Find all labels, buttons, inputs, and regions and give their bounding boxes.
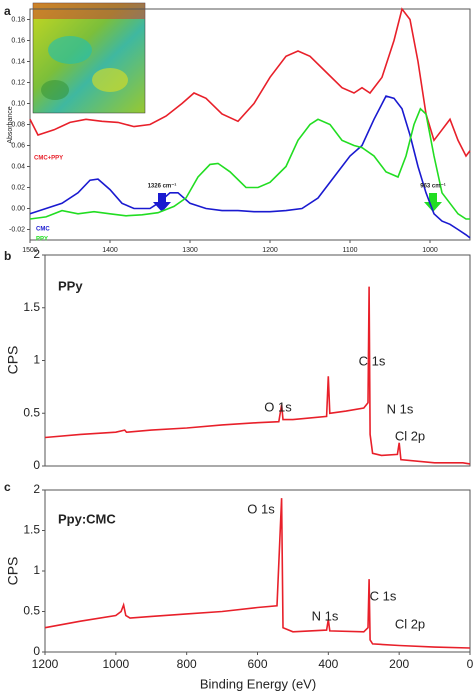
x-tick-label: 600 [247,657,267,671]
annotation: C 1s [359,353,386,368]
x-tick-label: 1300 [182,247,198,254]
y-tick-label: 1.5 [23,300,40,314]
annotation: Cl 2p [395,616,425,631]
x-tick-label: 0 [467,657,474,671]
y-tick-label: 2 [33,247,40,261]
y-tick-label: 0.00 [11,205,25,212]
x-tick-label: 400 [318,657,338,671]
annotation: 963 cm⁻¹ [420,183,446,190]
y-tick-label: 0.5 [23,405,40,419]
y-tick-label: 0.18 [11,16,25,23]
inset-image [32,2,146,114]
y-axis-label: Absorbance [7,106,14,143]
x-tick-label: 200 [389,657,409,671]
y-tick-label: 1.5 [23,523,40,537]
legend-label: CMC [36,227,50,233]
annotation: N 1s [312,608,339,623]
x-tick-label: 1500 [22,247,38,254]
x-tick-label: 1000 [102,657,129,671]
y-tick-label: 0.04 [11,163,25,170]
arrow-blue [153,193,171,212]
panel-label: a [4,4,11,18]
legend-label: PPY [36,237,48,243]
panel-label: b [4,249,11,263]
x-tick-label: 1200 [32,657,59,671]
y-tick-label: 0 [33,458,40,472]
panel-label: c [4,480,11,494]
y-axis-label: CPS [5,346,21,375]
series-line [44,286,471,465]
y-axis-label: CPS [5,557,21,586]
y-tick-label: 2 [33,482,40,496]
annotation: 1326 cm⁻¹ [148,183,177,190]
sample-label: PPy [58,278,83,293]
x-tick-label: 1200 [262,247,278,254]
x-axis-label: Binding Energy (eV) [200,676,316,691]
y-tick-label: 1 [33,353,40,367]
y-tick-label: 0.16 [11,37,25,44]
annotation: O 1s [264,399,292,414]
y-tick-label: 1 [33,563,40,577]
x-tick-label: 1400 [102,247,118,254]
annotation: O 1s [247,501,275,516]
series-line [29,107,470,220]
y-tick-label: 0 [33,644,40,658]
annotation: N 1s [387,401,414,416]
annotation: C 1s [370,588,397,603]
y-tick-label: 0.06 [11,142,25,149]
y-tick-label: 0.02 [11,184,25,191]
y-tick-label: 0.10 [11,100,25,107]
x-tick-label: 1100 [342,247,357,254]
y-tick-label: 0.5 [23,604,40,618]
arrow-green [424,193,442,212]
x-tick-label: 800 [177,657,197,671]
series-line [29,95,471,239]
x-tick-label: 1000 [422,247,438,254]
series-line [44,498,471,649]
sample-label: Ppy:CMC [58,511,116,526]
legend-label: CMC+PPY [34,156,63,162]
annotation: Cl 2p [395,428,425,443]
y-tick-label: 0.12 [11,79,25,86]
y-tick-label: -0.02 [9,226,25,233]
y-tick-label: 0.08 [11,121,25,128]
y-tick-label: 0.14 [11,58,25,65]
